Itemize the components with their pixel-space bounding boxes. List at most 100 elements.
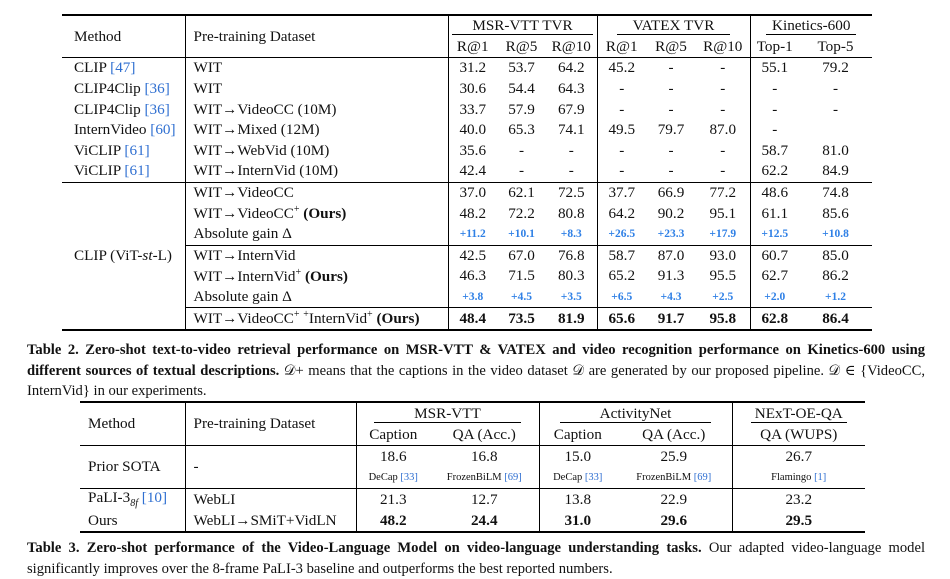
value-cell: 57.9 [508, 100, 535, 118]
value-cell: 79.2 [822, 59, 849, 77]
value-cell: - [668, 59, 674, 77]
value-cell: - [619, 100, 625, 118]
value-cell: 91.7 [657, 309, 685, 327]
method-cell: PaLI-38f [10] [80, 488, 186, 510]
value-cell: 62.7 [761, 267, 789, 285]
value-cell: 37.7 [608, 184, 636, 202]
caption-text: Our adapted video-language model signifi… [27, 540, 926, 577]
citation-link: [36] [144, 100, 170, 118]
header-method: Method [80, 402, 186, 446]
group-label: MSR-VTT [374, 404, 521, 423]
subcol: Caption [369, 425, 418, 443]
gain-cell: +12.5 [761, 228, 789, 241]
value-cell: - [518, 162, 525, 180]
method-subscript: 8f [130, 498, 138, 510]
dataset-cell: Absolute gain Δ [185, 286, 449, 308]
method-cell: ViCLIP [61] [62, 161, 186, 183]
value-cell: 62.2 [761, 162, 789, 180]
value-cell: 66.9 [657, 184, 685, 202]
caption-bold: Zero-shot text-to-video retrieval perfor… [27, 342, 925, 379]
value-cell: 87.0 [657, 246, 685, 264]
source-name: DeCap [368, 472, 398, 483]
subcol: R@10 [546, 36, 598, 58]
gain-cell: +2.5 [696, 286, 751, 308]
value-cell: 15.0 [564, 447, 592, 465]
source-cell: DeCap [33] [539, 467, 616, 489]
citation-link: [60] [150, 121, 176, 139]
value-cell: 40.0 [459, 121, 487, 139]
value-cell: 24.4 [430, 510, 540, 532]
table-row: Absolute gain Δ +11.2 +10.1 +8.3 +26.5 +23.3 +… [62, 223, 872, 246]
method-name: CLIP [74, 59, 107, 77]
value-cell: 30.6 [459, 80, 487, 98]
gain-cell: +10.1 [508, 228, 535, 241]
value-cell: - [668, 100, 674, 118]
value-cell: 85.6 [822, 204, 849, 222]
value-cell: 45.2 [608, 59, 636, 77]
value-cell: 16.8 [430, 445, 540, 467]
value-cell: 18.6 [379, 447, 407, 465]
value-cell: 53.7 [508, 59, 535, 77]
value-cell: 95.8 [696, 307, 751, 330]
value-cell: 67.0 [508, 246, 535, 264]
table-row: WIT→InternVid+ (Ours) 46.3 71.5 80.3 65.2 91.… [62, 266, 872, 287]
header-dataset: Pre-training Dataset [185, 402, 357, 446]
value-cell: 95.5 [696, 266, 751, 287]
value-cell: 25.9 [616, 445, 733, 467]
header-group-nextqa: NExT-OE-QA [732, 402, 865, 424]
dataset-cell: WIT [185, 57, 449, 79]
source-cell: DeCap [33] [356, 467, 430, 489]
method-cell: ViCLIP [61] [62, 140, 186, 162]
value-cell: 60.7 [761, 246, 789, 264]
subcol: Top-1 [756, 37, 793, 55]
value-cell: 62.8 [761, 309, 789, 327]
value-cell: - [696, 78, 751, 100]
value-cell: 71.5 [508, 267, 535, 285]
citation-link: [10] [141, 489, 168, 507]
method-cell: CLIP (ViT-st-L) [62, 182, 186, 331]
header-group-vatex: VATEX TVR [597, 15, 751, 37]
value-cell: - [696, 99, 751, 120]
table-row: WIT→VideoCC+ (Ours) 48.2 72.2 80.8 64.2 90.2 9… [62, 203, 872, 224]
value-cell: 31.0 [564, 511, 592, 529]
dataset-cell: WebLI [185, 488, 357, 510]
table-row: Ours WebLI→SMiT+VidLN 48.2 24.4 31.0 29.6 29.5 [80, 510, 865, 532]
table-row: ViCLIP [61] WIT→InternVid (10M) 42.4- - - - -6… [62, 161, 872, 183]
value-cell: 22.9 [616, 488, 733, 510]
value-cell: 74.1 [546, 119, 598, 141]
value-cell: 84.9 [822, 162, 849, 180]
caption-text: 𝒟+ means that the captions in the video … [27, 362, 925, 400]
gain-cell: +26.5 [608, 228, 636, 241]
dataset-cell: WIT→InternVid [185, 245, 449, 267]
table-row: CLIP4Clip [36] WIT→VideoCC (10M) 33.7 57.9 6… [62, 99, 872, 120]
header-group-kinetics: Kinetics-600 [750, 15, 872, 37]
header-group-msrvtt: MSR-VTT [356, 402, 540, 424]
value-cell: 80.8 [546, 203, 598, 224]
value-cell: 79.7 [657, 121, 685, 139]
group-label: Kinetics-600 [766, 17, 857, 36]
citation-link: [1] [814, 472, 827, 483]
method-cell: CLIP4Clip [36] [62, 78, 186, 100]
header-group-msrvtt: MSR-VTT TVR [448, 15, 598, 37]
value-cell: 64.2 [546, 57, 598, 79]
table-row: InternVideo [60] WIT→Mixed (12M) 40.0 65.3 7… [62, 119, 872, 141]
source-cell: FrozenBiLM [69] [430, 467, 540, 489]
table-row: CLIP [47] WIT 31.2 53.7 64.2 45.2- -55.1 79.2 [62, 57, 872, 79]
value-cell: - [772, 121, 778, 139]
value-cell: 86.4 [822, 309, 849, 327]
method-cell: InternVideo [60] [62, 119, 186, 141]
group-label: ActivityNet [559, 404, 712, 423]
gain-cell: +11.2 [459, 228, 486, 241]
value-cell: 42.5 [459, 246, 487, 264]
method-name: ViCLIP [74, 141, 121, 159]
value-cell: 80.3 [546, 266, 598, 287]
value-cell: 85.0 [822, 246, 849, 264]
value-cell: - [832, 80, 839, 98]
subcol: Top-5 [817, 37, 854, 55]
header-method: Method [62, 15, 186, 58]
dataset-cell: WIT→InternVid (10M) [185, 161, 449, 183]
value-cell: 93.0 [696, 245, 751, 267]
value-cell: 87.0 [696, 119, 751, 141]
value-cell: 65.6 [608, 309, 636, 327]
subcol: QA (Acc.) [430, 424, 540, 446]
